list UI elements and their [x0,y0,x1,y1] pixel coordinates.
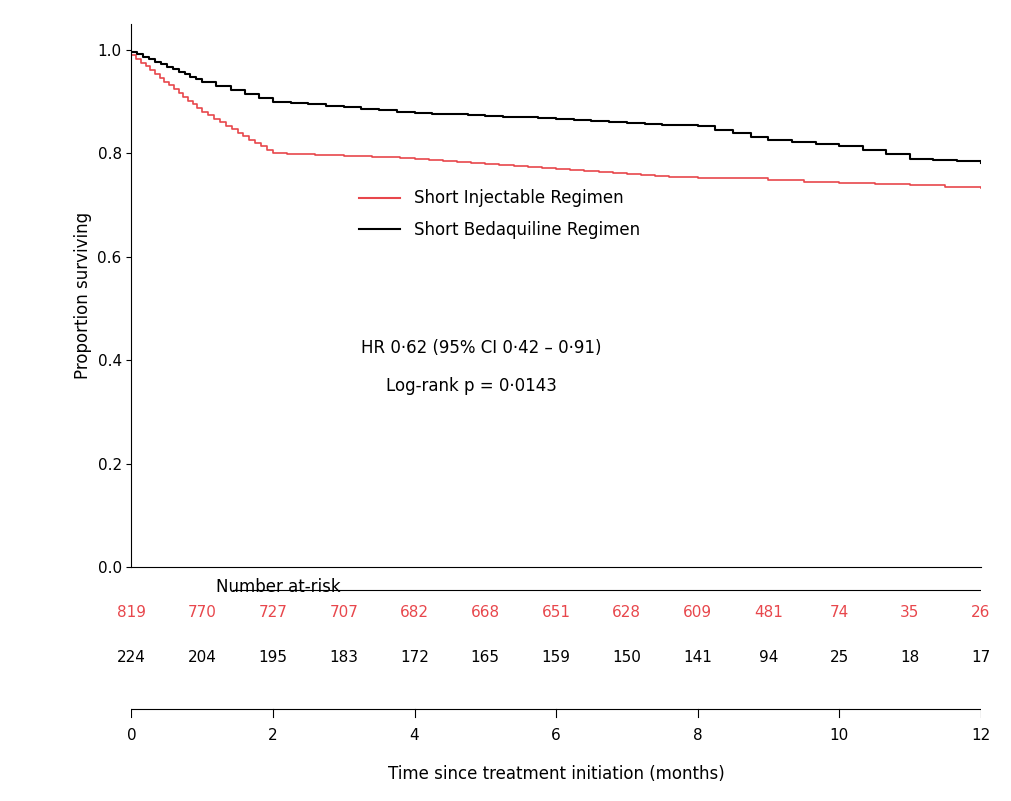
Text: 628: 628 [613,605,641,620]
Text: 0: 0 [126,728,136,743]
Text: 727: 727 [259,605,287,620]
Text: 183: 183 [330,650,358,665]
Text: 195: 195 [259,650,287,665]
Text: 224: 224 [117,650,146,665]
Text: 8: 8 [693,728,703,743]
Text: 609: 609 [683,605,712,620]
Y-axis label: Proportion surviving: Proportion surviving [74,212,92,379]
Text: 35: 35 [900,605,920,620]
Text: 819: 819 [117,605,146,620]
Text: 141: 141 [683,650,712,665]
Text: Log-rank p = 0·0143: Log-rank p = 0·0143 [386,377,557,395]
Text: 94: 94 [758,650,778,665]
Legend: Short Injectable Regimen, Short Bedaquiline Regimen: Short Injectable Regimen, Short Bedaquil… [352,183,646,245]
Text: 707: 707 [330,605,358,620]
Text: 17: 17 [971,650,991,665]
Text: 481: 481 [754,605,783,620]
Text: 10: 10 [829,728,849,743]
Text: Time since treatment initiation (months): Time since treatment initiation (months) [387,765,725,783]
Text: 25: 25 [829,650,849,665]
Text: 4: 4 [409,728,420,743]
Text: 159: 159 [542,650,570,665]
Text: 12: 12 [971,728,991,743]
Text: 18: 18 [900,650,920,665]
Text: 6: 6 [551,728,561,743]
Text: 26: 26 [971,605,991,620]
Text: 172: 172 [400,650,429,665]
Text: 770: 770 [188,605,216,620]
Text: 204: 204 [188,650,216,665]
Text: HR 0·62 (95% CI 0·42 – 0·91): HR 0·62 (95% CI 0·42 – 0·91) [361,339,602,357]
Text: 150: 150 [613,650,641,665]
Text: 165: 165 [471,650,499,665]
Text: 2: 2 [268,728,278,743]
Text: 651: 651 [542,605,570,620]
Text: 682: 682 [400,605,429,620]
Text: 668: 668 [471,605,499,620]
Text: 74: 74 [829,605,849,620]
Text: Number at-risk: Number at-risk [216,578,341,597]
